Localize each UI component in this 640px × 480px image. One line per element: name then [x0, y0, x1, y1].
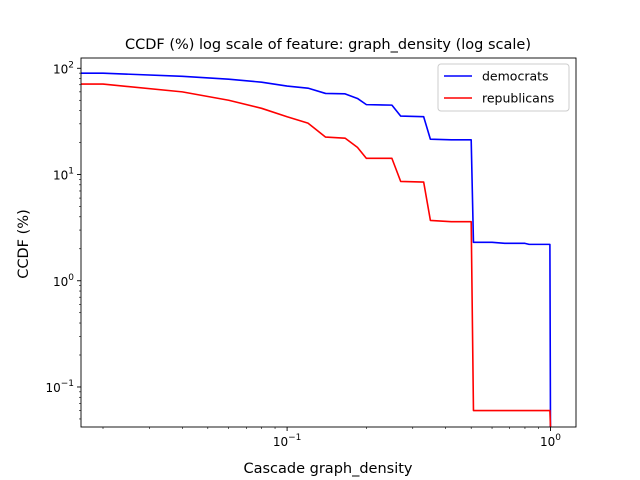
y-tick-label: 102 — [53, 60, 74, 76]
legend: democrats republicans — [437, 63, 570, 112]
y-axis-label: CCDF (%) — [16, 209, 32, 278]
series-line-republicans — [81, 83, 552, 427]
legend-label-democrats: democrats — [482, 69, 549, 84]
series-line-democrats — [81, 72, 552, 427]
axes-frame — [80, 57, 577, 428]
x-axis-label: Cascade graph_density — [243, 461, 412, 477]
y-tick-label: 100 — [53, 273, 74, 289]
x-tick-label: 100 — [540, 433, 561, 449]
legend-label-republicans: republicans — [482, 91, 554, 106]
chart-title: CCDF (%) log scale of feature: graph_den… — [125, 37, 531, 53]
y-tick-label: 101 — [53, 167, 74, 183]
x-tick-label: 10−1 — [273, 433, 302, 449]
plot-area: 10−1 100 10−1 100 101 102 — [45, 57, 577, 449]
y-tick-label: 10−1 — [45, 379, 74, 395]
